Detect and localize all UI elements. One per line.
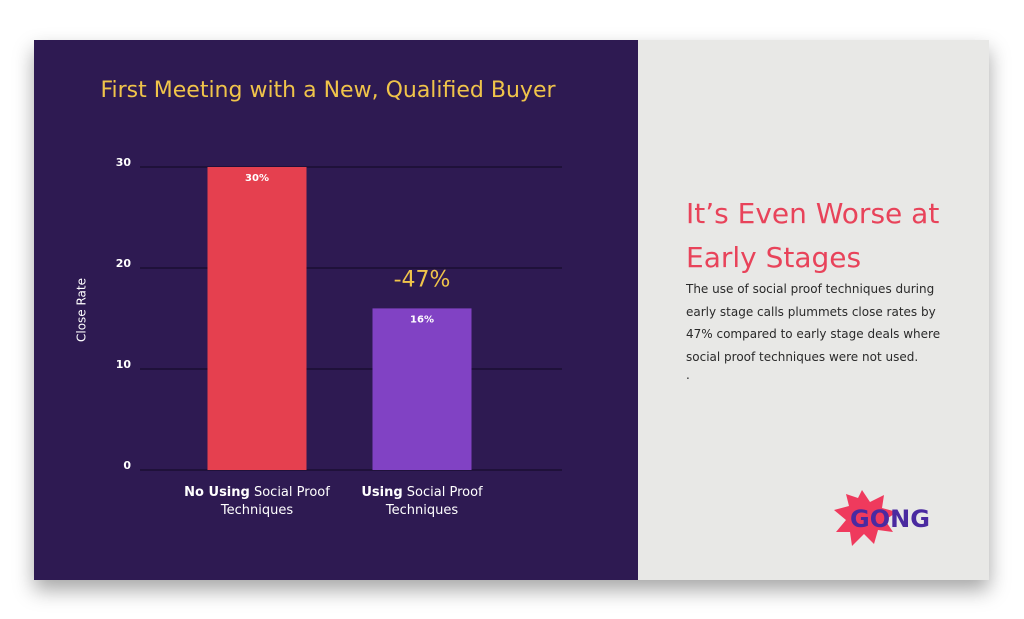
x-tick-label: Using Social Proof Techniques (337, 484, 507, 520)
y-tick-label: 20 (116, 257, 132, 270)
annotation: -47% (394, 267, 451, 292)
bar (207, 167, 307, 470)
logo-burst (834, 490, 897, 546)
label-emphasis: No Using (184, 485, 250, 500)
y-tick-label: 30 (116, 156, 132, 169)
chart-panel (34, 40, 638, 580)
x-tick-label: No Using Social Proof Techniques (172, 484, 342, 520)
body-text: The use of social proof techniques durin… (686, 282, 941, 364)
label-text: Social Proof Techniques (220, 485, 330, 518)
value-label: 16% (410, 314, 434, 325)
y-axis-label: Close Rate (75, 278, 89, 342)
y-tick-label: 10 (116, 358, 132, 371)
bar (372, 308, 472, 470)
label-emphasis: Using (361, 485, 403, 500)
logo: GONG (850, 505, 930, 533)
note: . (686, 368, 690, 382)
heading: It’s Even Worse at Early Stages (686, 197, 940, 274)
label-text: Social Proof Techniques (385, 485, 483, 518)
chart-title: First Meeting with a New, Qualified Buye… (100, 78, 556, 103)
text-panel (638, 40, 989, 580)
value-label: 30% (245, 173, 269, 184)
y-tick-label: 0 (123, 459, 131, 472)
